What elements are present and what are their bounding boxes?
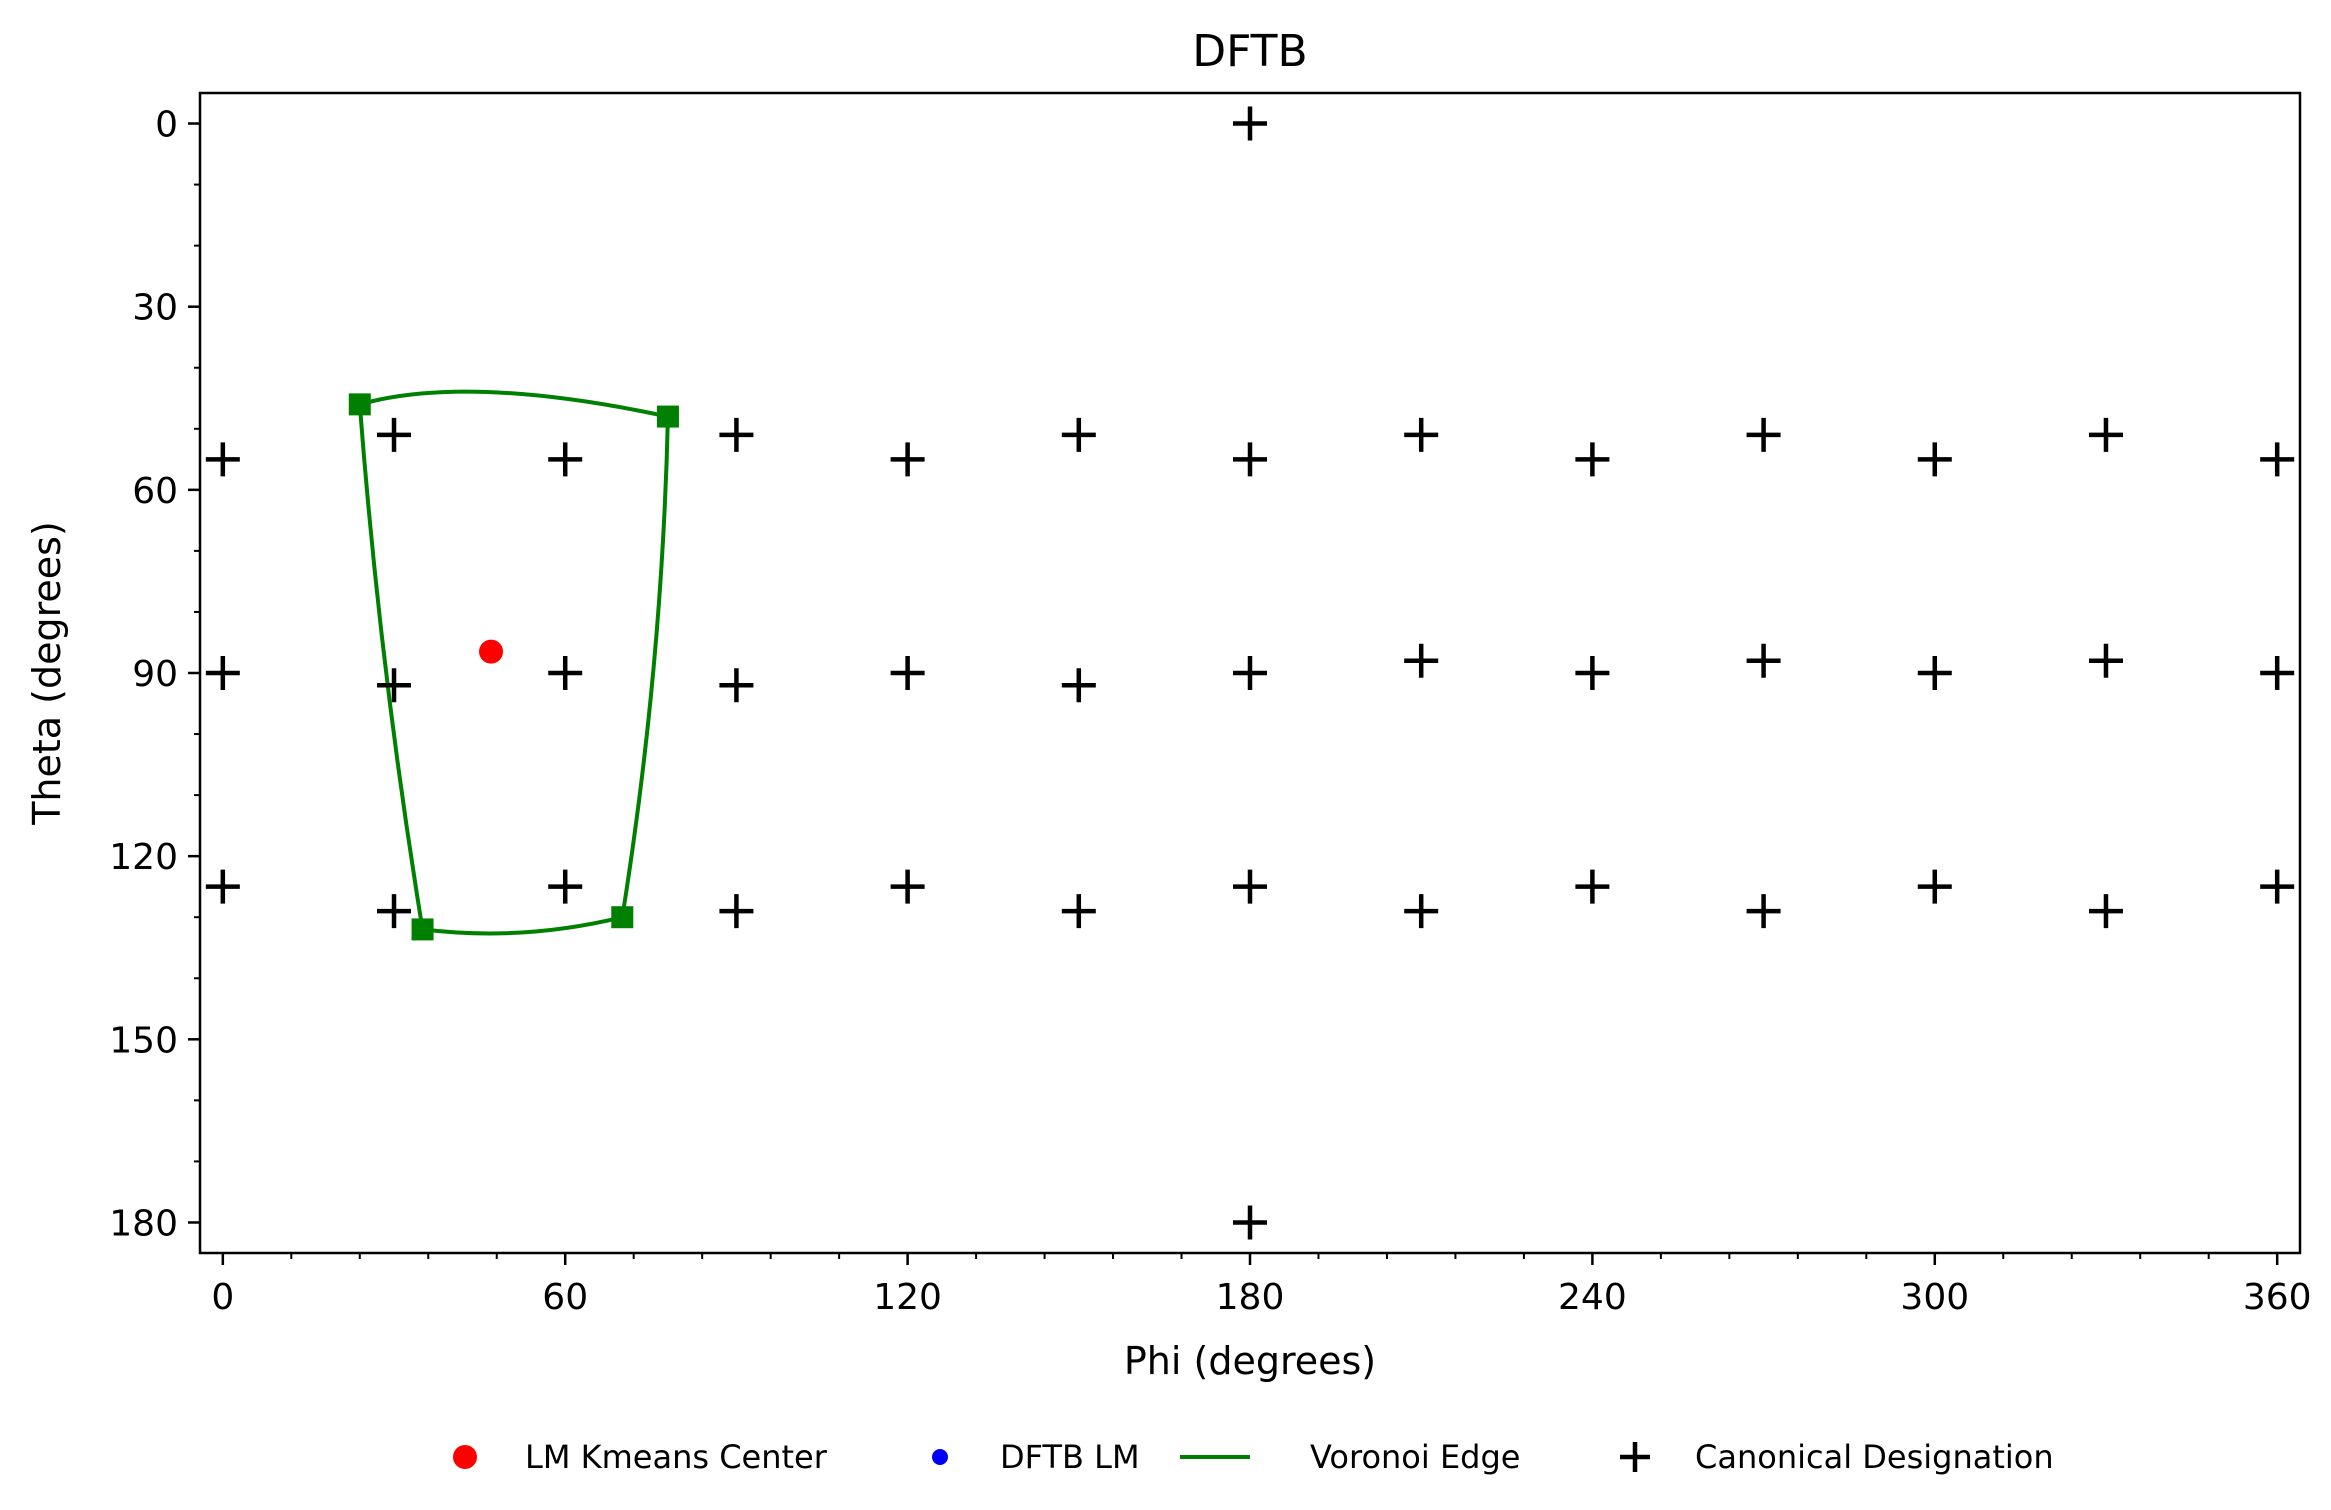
canonical-designation-marker	[2260, 442, 2295, 477]
legend-label: LM Kmeans Center	[525, 1438, 828, 1476]
canonical-designation-marker	[890, 656, 925, 690]
canonical-designation-marker	[2260, 869, 2295, 904]
canonical-designation-marker	[1233, 1205, 1267, 1240]
canonical-designation-marker	[719, 668, 754, 703]
canonical-designation-marker	[377, 894, 412, 929]
voronoi-edge	[620, 416, 670, 918]
y-tick-label: 120	[109, 837, 178, 878]
voronoi-edge	[357, 404, 425, 930]
legend-label: Canonical Designation	[1695, 1438, 2054, 1476]
canonical-designation-marker	[1404, 417, 1439, 452]
canonical-designation-marker	[377, 668, 412, 703]
canonical-designation-marker	[1233, 442, 1267, 477]
legend-marker	[1620, 1442, 1650, 1472]
legend-item: LM Kmeans Center	[453, 1438, 828, 1476]
x-axis-label: Phi (degrees)	[1124, 1339, 1376, 1383]
voronoi-vertex-marker	[411, 918, 434, 941]
canonical-designation-marker	[2088, 643, 2123, 678]
x-tick-label: 120	[873, 1277, 942, 1318]
x-tick-label: 300	[1900, 1277, 1969, 1318]
voronoi-edge	[422, 915, 623, 936]
canonical-designation-marker	[1746, 894, 1781, 929]
y-tick-label: 90	[132, 654, 178, 695]
canonical-designation-marker	[1061, 894, 1096, 929]
legend-marker	[453, 1445, 477, 1469]
y-tick-label: 180	[109, 1203, 178, 1244]
canonical-designation-marker	[1061, 417, 1096, 452]
canonical-designation-marker	[1233, 106, 1267, 141]
canonical-designation-marker	[205, 869, 240, 904]
y-tick-label: 60	[132, 471, 178, 512]
legend-label: Voronoi Edge	[1310, 1438, 1520, 1476]
canonical-designation-marker	[2088, 894, 2123, 929]
canonical-designation-marker	[548, 442, 583, 477]
canonical-designation-marker	[377, 417, 412, 452]
x-tick-label: 0	[211, 1277, 234, 1318]
voronoi-vertex-marker	[348, 393, 371, 416]
x-tick-label: 240	[1558, 1277, 1627, 1318]
canonical-designation-marker	[719, 417, 754, 452]
voronoi-vertex-marker	[656, 405, 679, 428]
legend-label: DFTB LM	[1000, 1438, 1140, 1476]
canonical-designation-marker	[890, 442, 925, 477]
canonical-designation-marker	[1404, 643, 1439, 678]
x-tick-label: 180	[1216, 1277, 1285, 1318]
chart-title: DFTB	[1192, 26, 1307, 77]
y-tick-label: 0	[155, 105, 178, 146]
x-tick-label: 360	[2243, 1277, 2312, 1318]
kmeans-center-marker	[479, 639, 504, 664]
canonical-designation-marker	[1746, 417, 1781, 452]
canonical-designation-marker	[1575, 442, 1610, 477]
axes-frame	[198, 91, 2302, 1255]
legend-item: Voronoi Edge	[1180, 1438, 1520, 1476]
canonical-designation-marker	[1746, 643, 1781, 678]
canonical-designation-marker	[1404, 894, 1439, 929]
canonical-designation-marker	[890, 869, 925, 904]
canonical-designation-marker	[1917, 656, 1952, 690]
voronoi-edge	[359, 389, 669, 419]
canonical-designation-marker	[1575, 869, 1610, 904]
canonical-designation-marker	[1233, 656, 1267, 690]
canonical-designation-marker	[205, 656, 240, 690]
canonical-designation-marker	[2088, 417, 2123, 452]
x-tick-label: 60	[542, 1277, 588, 1318]
canonical-designation-marker	[205, 442, 240, 477]
y-axis-label: Theta (degrees)	[25, 521, 69, 826]
canonical-designation-marker	[548, 656, 583, 690]
canonical-designation-marker	[1575, 656, 1610, 690]
legend-item: DFTB LM	[932, 1438, 1140, 1476]
canonical-designation-marker	[1917, 442, 1952, 477]
voronoi-vertex-marker	[611, 906, 634, 929]
canonical-designation-marker	[548, 869, 583, 904]
canonical-designation-marker	[1061, 668, 1096, 703]
canonical-designation-marker	[1233, 869, 1267, 904]
legend: LM Kmeans Center DFTB LM Voronoi Edge Canon…	[453, 1438, 2054, 1476]
legend-item: Canonical Designation	[1620, 1438, 2054, 1476]
canonical-designation-marker	[1917, 869, 1952, 904]
y-tick-label: 30	[132, 288, 178, 329]
plot-area	[205, 106, 2295, 1240]
legend-marker	[932, 1449, 948, 1465]
canonical-designation-marker	[719, 894, 754, 929]
y-tick-label: 150	[109, 1020, 178, 1061]
canonical-designation-marker	[2260, 656, 2295, 690]
